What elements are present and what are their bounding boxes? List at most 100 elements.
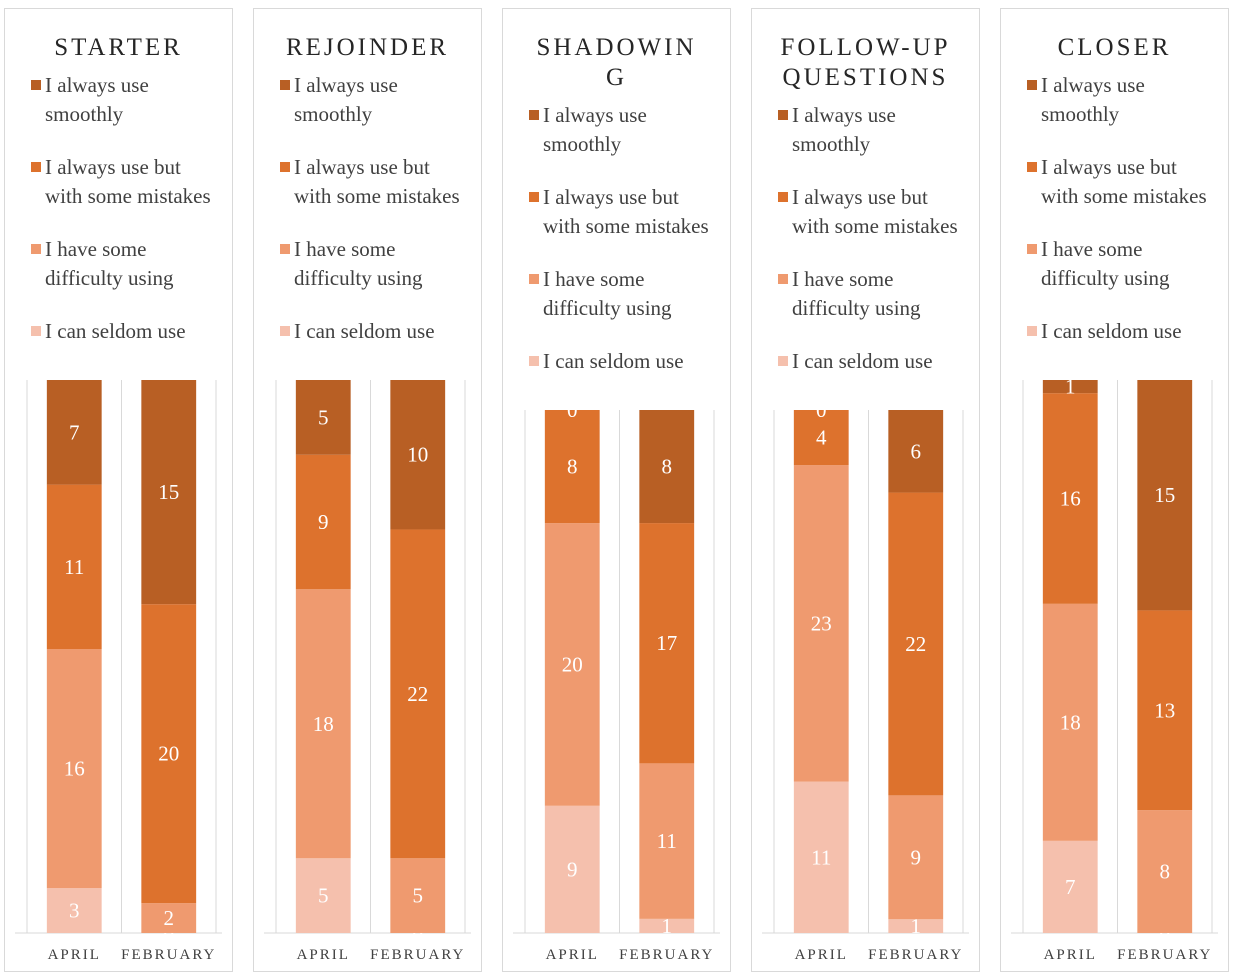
legend-item: I can seldom use [1027, 317, 1214, 346]
bar-segment [46, 380, 102, 485]
bar-segment [141, 903, 197, 933]
x-tick-label: FEBRUARY [619, 947, 714, 963]
bar-segment [544, 805, 600, 933]
legend-label: I always use smoothly [1041, 73, 1145, 126]
data-label: 20 [562, 652, 583, 676]
chart: 316117APRIL022015FEBRUARY [15, 380, 222, 963]
bar-segment [295, 589, 351, 859]
legend-item: I always use but with some mistakes [778, 183, 965, 241]
legend-item: I always use smoothly [1027, 71, 1214, 129]
bar-segment [888, 919, 944, 933]
legend-item: I always use but with some mistakes [1027, 153, 1214, 211]
legend-label: I can seldom use [45, 319, 186, 343]
legend-swatch [280, 80, 290, 90]
legend-item: I always use but with some mistakes [31, 153, 218, 211]
bar-segment [1042, 603, 1098, 841]
legend-label: I always use smoothly [792, 103, 896, 156]
data-label: 8 [662, 455, 673, 479]
bar-segment [888, 410, 944, 493]
legend-label: I have some difficulty using [1041, 237, 1170, 290]
chart-title: FOLLOW-UP QUESTIONS [780, 34, 951, 91]
legend-item: I have some difficulty using [1027, 235, 1214, 293]
chart: 11 23 4 0 APRIL 1 9 22 6 FEBRUARY [762, 400, 969, 963]
data-label: 4 [816, 426, 827, 450]
x-tick-label: APRIL [1044, 947, 1097, 963]
legend: I always use smoothly I always use but wi… [1011, 63, 1218, 370]
legend-swatch [1027, 162, 1037, 172]
legend-item: I have some difficulty using [778, 265, 965, 323]
chart: 718161APRIL081315FEBRUARY [1011, 375, 1218, 963]
chart-panel: SHADOWING I always use smoothly I always u… [502, 8, 731, 972]
legend-label: I can seldom use [294, 319, 435, 343]
bar-segment [639, 918, 695, 933]
bar-segment [46, 484, 102, 650]
bar-segment [888, 492, 944, 796]
legend-swatch [1027, 244, 1037, 254]
bar-segment [1042, 393, 1098, 604]
data-label: 7 [1065, 875, 1076, 899]
bar-segment [390, 380, 446, 530]
data-label: 3 [69, 899, 80, 923]
bar-segment [1042, 840, 1098, 933]
legend-label: I have some difficulty using [45, 237, 174, 290]
legend-label: I always use but with some mistakes [294, 155, 460, 208]
legend-swatch [529, 192, 539, 202]
legend-item: I can seldom use [778, 347, 965, 376]
bar-segment [46, 888, 102, 933]
legend-item: I always use smoothly [778, 101, 965, 159]
legend-item: I have some difficulty using [280, 235, 467, 293]
legend-swatch [31, 80, 41, 90]
bar-segment [295, 380, 351, 455]
data-label: 5 [413, 884, 424, 908]
data-label: 15 [158, 480, 179, 504]
bar-segment [295, 858, 351, 933]
chart-panel: CLOSER I always use smoothly I always use … [1000, 8, 1229, 972]
legend-item: I always use but with some mistakes [529, 183, 716, 241]
bar-segment [390, 529, 446, 859]
data-label: 11 [657, 829, 677, 853]
legend-swatch [778, 274, 788, 284]
data-label: 0 [567, 400, 578, 422]
chart-panel: STARTER I always use smoothly I always use… [4, 8, 233, 972]
chart: 51895APRIL052210FEBRUARY [264, 380, 471, 963]
legend-swatch [31, 162, 41, 172]
legend: I always use smoothly I always use but wi… [762, 93, 969, 400]
data-label: 5 [318, 405, 329, 429]
legend-label: I always use but with some mistakes [45, 155, 211, 208]
legend-item: I can seldom use [529, 347, 716, 376]
bar-segment [1042, 380, 1098, 394]
legend-swatch [280, 326, 290, 336]
legend-item: I always use smoothly [529, 101, 716, 159]
bar-segment [544, 410, 600, 524]
legend-label: I can seldom use [543, 349, 684, 373]
legend: I always use smoothly I always use but wi… [264, 63, 471, 370]
bar-segment [390, 858, 446, 933]
data-label: 9 [911, 845, 922, 869]
legend-swatch [280, 244, 290, 254]
bar-segment [639, 523, 695, 764]
data-label: 11 [64, 555, 84, 579]
bar-segment [639, 763, 695, 919]
bar-segment [1137, 810, 1193, 933]
legend-item: I have some difficulty using [31, 235, 218, 293]
bar-segment [793, 465, 849, 782]
legend-item: I always use smoothly [31, 71, 218, 129]
bar-segment [1137, 380, 1193, 611]
bar-segment [793, 781, 849, 933]
legend-label: I always use smoothly [45, 73, 149, 126]
data-label: 23 [811, 611, 832, 635]
x-tick-label: APRIL [546, 947, 599, 963]
legend-swatch [31, 326, 41, 336]
bar-segment [639, 410, 695, 524]
legend-swatch [529, 110, 539, 120]
x-tick-label: FEBRUARY [1117, 947, 1212, 963]
x-tick-label: APRIL [795, 947, 848, 963]
data-label: 5 [318, 884, 329, 908]
data-label: 22 [407, 682, 428, 706]
legend-swatch [1027, 326, 1037, 336]
data-label: 10 [407, 443, 428, 467]
data-label: 0 [816, 400, 827, 422]
legend-swatch [778, 356, 788, 366]
